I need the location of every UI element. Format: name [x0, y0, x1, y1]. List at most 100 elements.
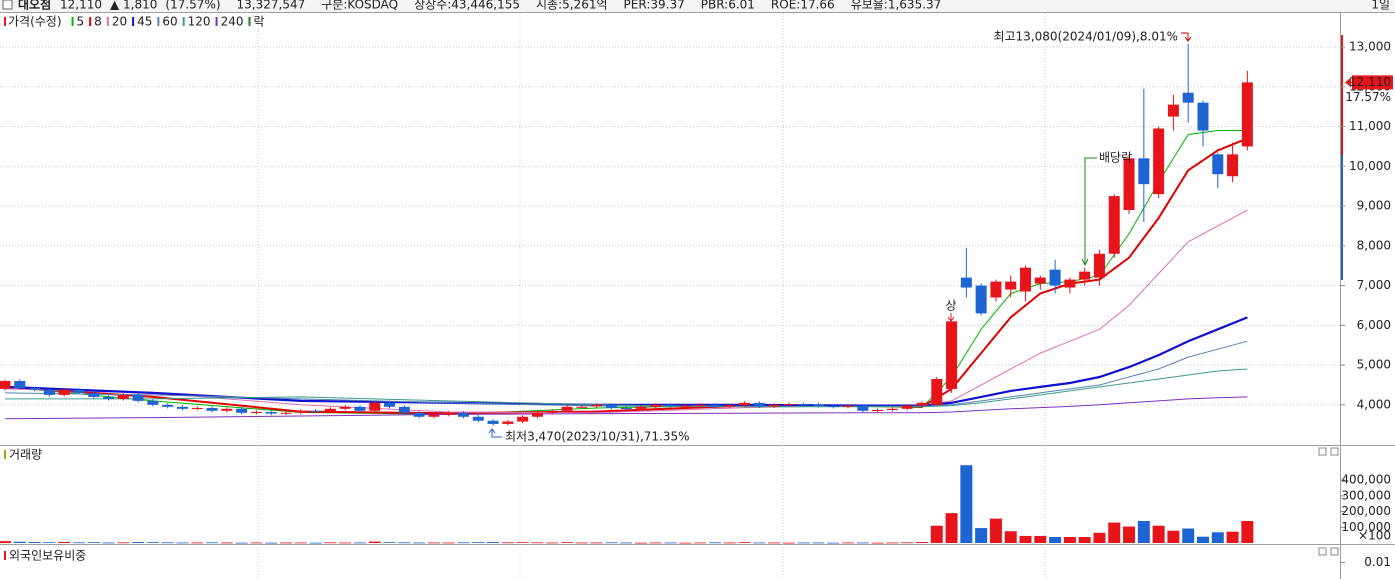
- candle-body: [561, 406, 573, 411]
- volume-bar: [930, 525, 943, 543]
- volume-bar: [945, 513, 958, 543]
- last-price: 12,110: [1349, 75, 1391, 89]
- candle-body: [1123, 158, 1135, 211]
- volume-bar: [1196, 536, 1209, 543]
- candle-body: [591, 404, 603, 407]
- volume-bar: [265, 542, 278, 544]
- candle-body: [857, 405, 869, 411]
- header-item: 상장수:43,446,155: [414, 0, 520, 12]
- candle-body: [886, 408, 898, 410]
- legend-label: 가격(수정): [8, 15, 62, 29]
- legend-swatch: [89, 17, 92, 26]
- candle-body: [206, 408, 218, 411]
- volume-bar: [664, 542, 677, 544]
- legend-swatch: [106, 17, 109, 26]
- candle-body: [339, 406, 351, 409]
- volume-bar: [1034, 535, 1047, 543]
- legend-label: 8: [94, 15, 102, 29]
- candle-body: [1167, 104, 1179, 117]
- y-tick-label: 8,000: [1357, 238, 1391, 252]
- legend-label: 5: [77, 15, 85, 29]
- candle-body: [1241, 82, 1253, 147]
- candle-body: [1034, 277, 1046, 284]
- last-change: 17.57%: [1345, 90, 1391, 104]
- volume-bar: [43, 542, 56, 544]
- volume-bar: [960, 465, 973, 543]
- volume-bar: [1093, 532, 1106, 543]
- candle-body: [147, 400, 159, 405]
- y-tick-label: 200,000: [1341, 504, 1391, 518]
- candle-body: [221, 408, 233, 411]
- candle-body: [546, 410, 558, 413]
- candle-body: [679, 405, 691, 407]
- volume-bar: [339, 542, 352, 544]
- volume-bar: [694, 542, 707, 544]
- volume-bar: [501, 542, 514, 544]
- y-tick-label: 9,000: [1357, 199, 1391, 213]
- volume-bar: [1182, 528, 1195, 543]
- candle-body: [236, 408, 248, 413]
- legend-swatch: [4, 551, 6, 560]
- candle-body: [29, 388, 41, 390]
- header-item: (17.57%): [165, 0, 220, 12]
- volume-bar: [1078, 537, 1091, 543]
- candle-body: [384, 402, 396, 407]
- candle-body: [1212, 154, 1224, 175]
- volume-bar: [353, 542, 366, 544]
- volume-bar: [708, 542, 721, 544]
- volume-bar: [1241, 521, 1254, 543]
- header-icon[interactable]: [2, 0, 13, 10]
- header-item: 13,327,547: [237, 0, 306, 12]
- volume-bar: [1152, 525, 1165, 543]
- y-tick-label: 7,000: [1357, 278, 1391, 292]
- period[interactable]: 1일: [1371, 0, 1390, 12]
- candle-body: [1049, 269, 1061, 286]
- last-price-pointer: [1345, 77, 1351, 88]
- candle-body: [694, 404, 706, 406]
- legend-label: 240: [221, 15, 244, 29]
- candle-body: [975, 285, 987, 314]
- candle-body: [103, 396, 115, 399]
- volume-bar: [886, 542, 899, 544]
- candle-body: [931, 378, 943, 405]
- volume-bar: [250, 542, 263, 544]
- legend-swatch: [4, 17, 6, 26]
- volume-bar: [768, 542, 781, 544]
- volume-bar: [146, 542, 159, 544]
- pane-button[interactable]: [1318, 447, 1327, 456]
- annotation-limit-up: 상: [945, 299, 956, 313]
- candle-body: [605, 404, 617, 409]
- volume-bar: [842, 542, 855, 544]
- volume-bar: [590, 542, 603, 544]
- candle-body: [872, 410, 884, 411]
- candle-body: [946, 321, 958, 389]
- candle-body: [827, 406, 839, 408]
- candle-body: [1020, 267, 1032, 292]
- volume-bar: [87, 542, 100, 544]
- volume-bar: [472, 542, 485, 544]
- y-tick-label: 0.01: [1364, 555, 1391, 569]
- pane-button[interactable]: [1318, 547, 1327, 556]
- volume-bar: [383, 542, 396, 544]
- candle-body: [620, 408, 632, 410]
- candle-body: [753, 402, 765, 407]
- volume-bar: [0, 541, 11, 543]
- y-tick-label: 13,000: [1349, 40, 1391, 54]
- pane-button[interactable]: [1330, 447, 1339, 456]
- candle-body: [768, 404, 780, 407]
- pane-title: 거래량: [9, 448, 42, 462]
- volume-bar: [782, 542, 795, 544]
- candle-body: [369, 402, 381, 411]
- annotation-high: 최고13,080(2024/01/09),8.01%: [993, 30, 1178, 44]
- legend-swatch: [157, 17, 160, 26]
- volume-bar: [901, 542, 914, 544]
- volume-bar: [1004, 531, 1017, 543]
- candle-body: [428, 414, 440, 417]
- y-tick-label: 5,000: [1357, 358, 1391, 372]
- pane-button[interactable]: [1330, 547, 1339, 556]
- candle-body: [1153, 128, 1165, 195]
- legend-swatch: [215, 17, 218, 26]
- volume-bar: [324, 542, 337, 544]
